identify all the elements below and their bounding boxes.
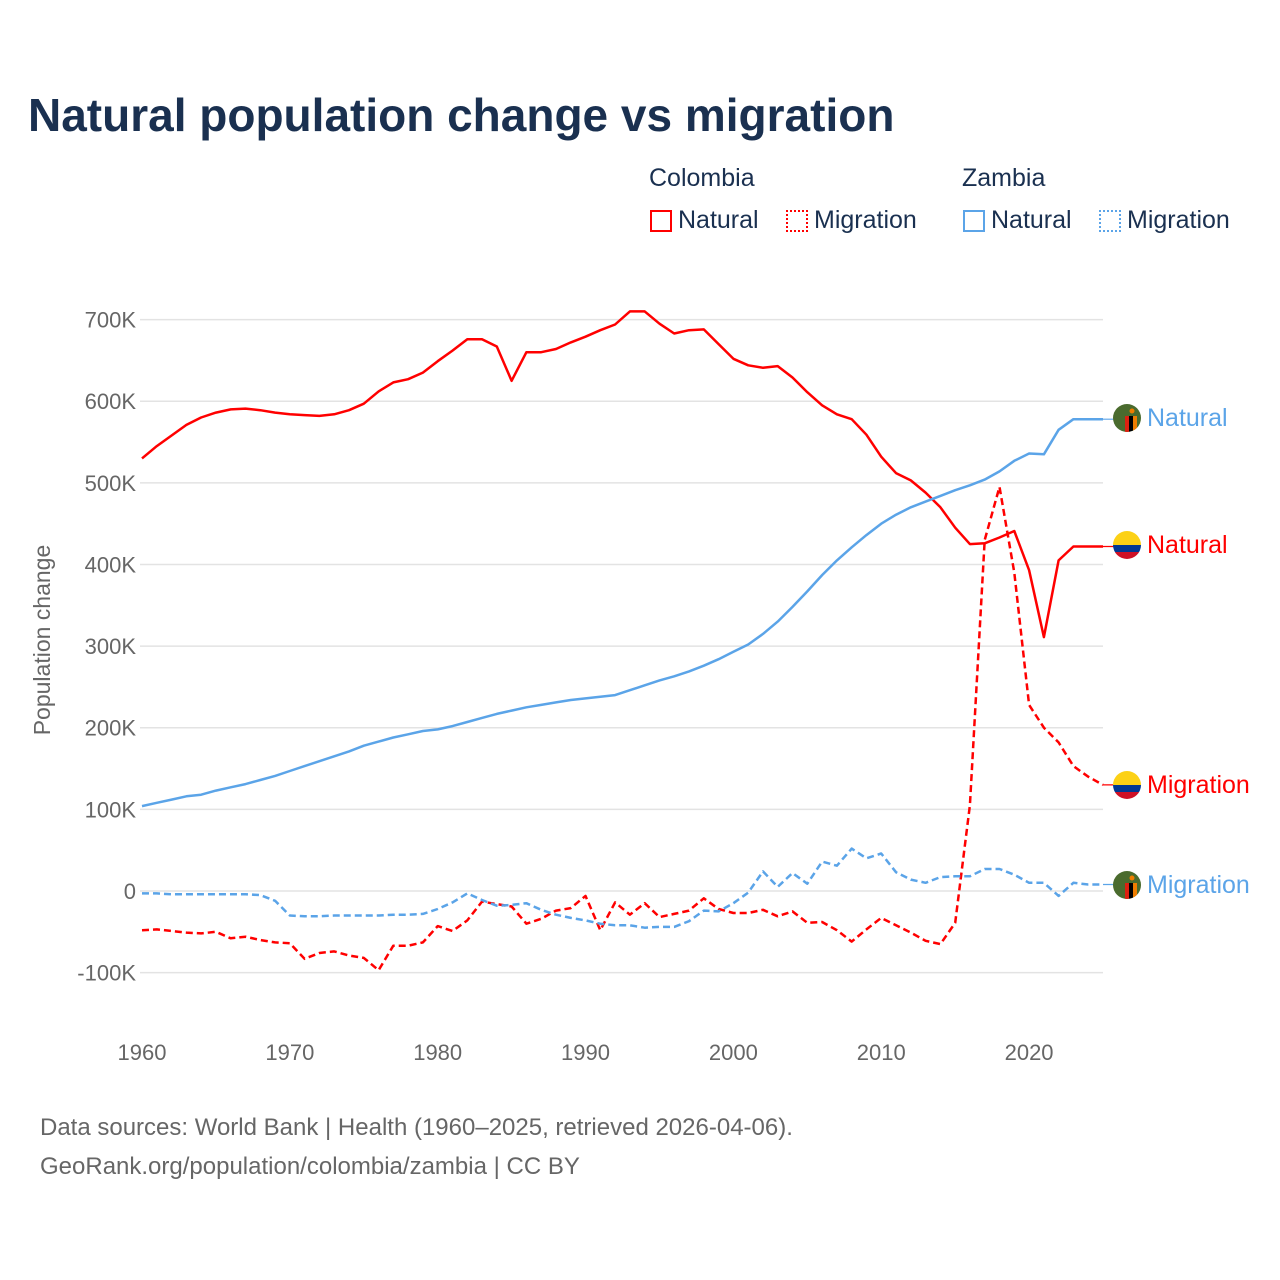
x-tick-label: 2010 [857,1040,906,1065]
legend-label: Migration [814,206,917,234]
x-tick-label: 1990 [561,1040,610,1065]
legend-label: Natural [991,206,1072,234]
legend-swatch-dotted-red [786,209,808,232]
legend-swatch-dotted-blue [1099,209,1121,232]
legend-label: Migration [1127,206,1230,234]
end-label: Natural [1147,404,1228,432]
legend-group-colombia: Colombia [649,164,755,192]
zambia-flag-icon [1113,871,1141,899]
x-tick-label: 1970 [265,1040,314,1065]
x-tick-label: 2020 [1005,1040,1054,1065]
legend-zambia-natural[interactable]: Natural [963,206,1072,235]
y-tick-label: 700K [85,308,137,333]
legend-zambia-migration[interactable]: Migration [1099,206,1230,235]
footer-link[interactable]: GeoRank.org/population/colombia/zambia |… [40,1153,580,1180]
colombia-flag-icon [1113,771,1141,799]
end-label: Migration [1147,771,1250,799]
y-axis-label: Population change [29,545,55,736]
y-tick-label: 100K [85,797,137,822]
legend-colombia-migration[interactable]: Migration [786,206,917,235]
end-label: Migration [1147,871,1250,899]
series-line-zambia-natural [141,417,1103,808]
series-line-colombia-migration [141,485,1104,972]
y-tick-label: -100K [77,961,136,986]
y-tick-label: 0 [124,879,136,904]
colombia-flag-icon [1113,531,1141,559]
footer-sources: Data sources: World Bank | Health (1960–… [40,1114,793,1141]
x-tick-label: 1960 [118,1040,167,1065]
zambia-flag-icon [1113,404,1141,432]
legend-label: Natural [678,206,759,234]
legend-group-zambia: Zambia [962,164,1046,192]
end-label: Natural [1147,531,1228,559]
footer: Data sources: World Bank | Health (1960–… [40,1108,793,1186]
series-line-colombia-natural [141,310,1103,639]
legend-swatch-solid-red [650,209,672,232]
y-tick-label: 300K [85,634,137,659]
legend-colombia-natural[interactable]: Natural [650,206,759,235]
series-line-zambia-migration [142,847,1103,929]
y-tick-label: 400K [85,552,137,577]
y-tick-label: 200K [85,716,137,741]
y-tick-label: 600K [85,389,137,414]
chart-title: Natural population change vs migration [28,89,895,141]
x-tick-label: 1980 [413,1040,462,1065]
x-tick-label: 2000 [709,1040,758,1065]
legend-swatch-solid-blue [963,209,985,232]
y-tick-label: 500K [85,471,137,496]
